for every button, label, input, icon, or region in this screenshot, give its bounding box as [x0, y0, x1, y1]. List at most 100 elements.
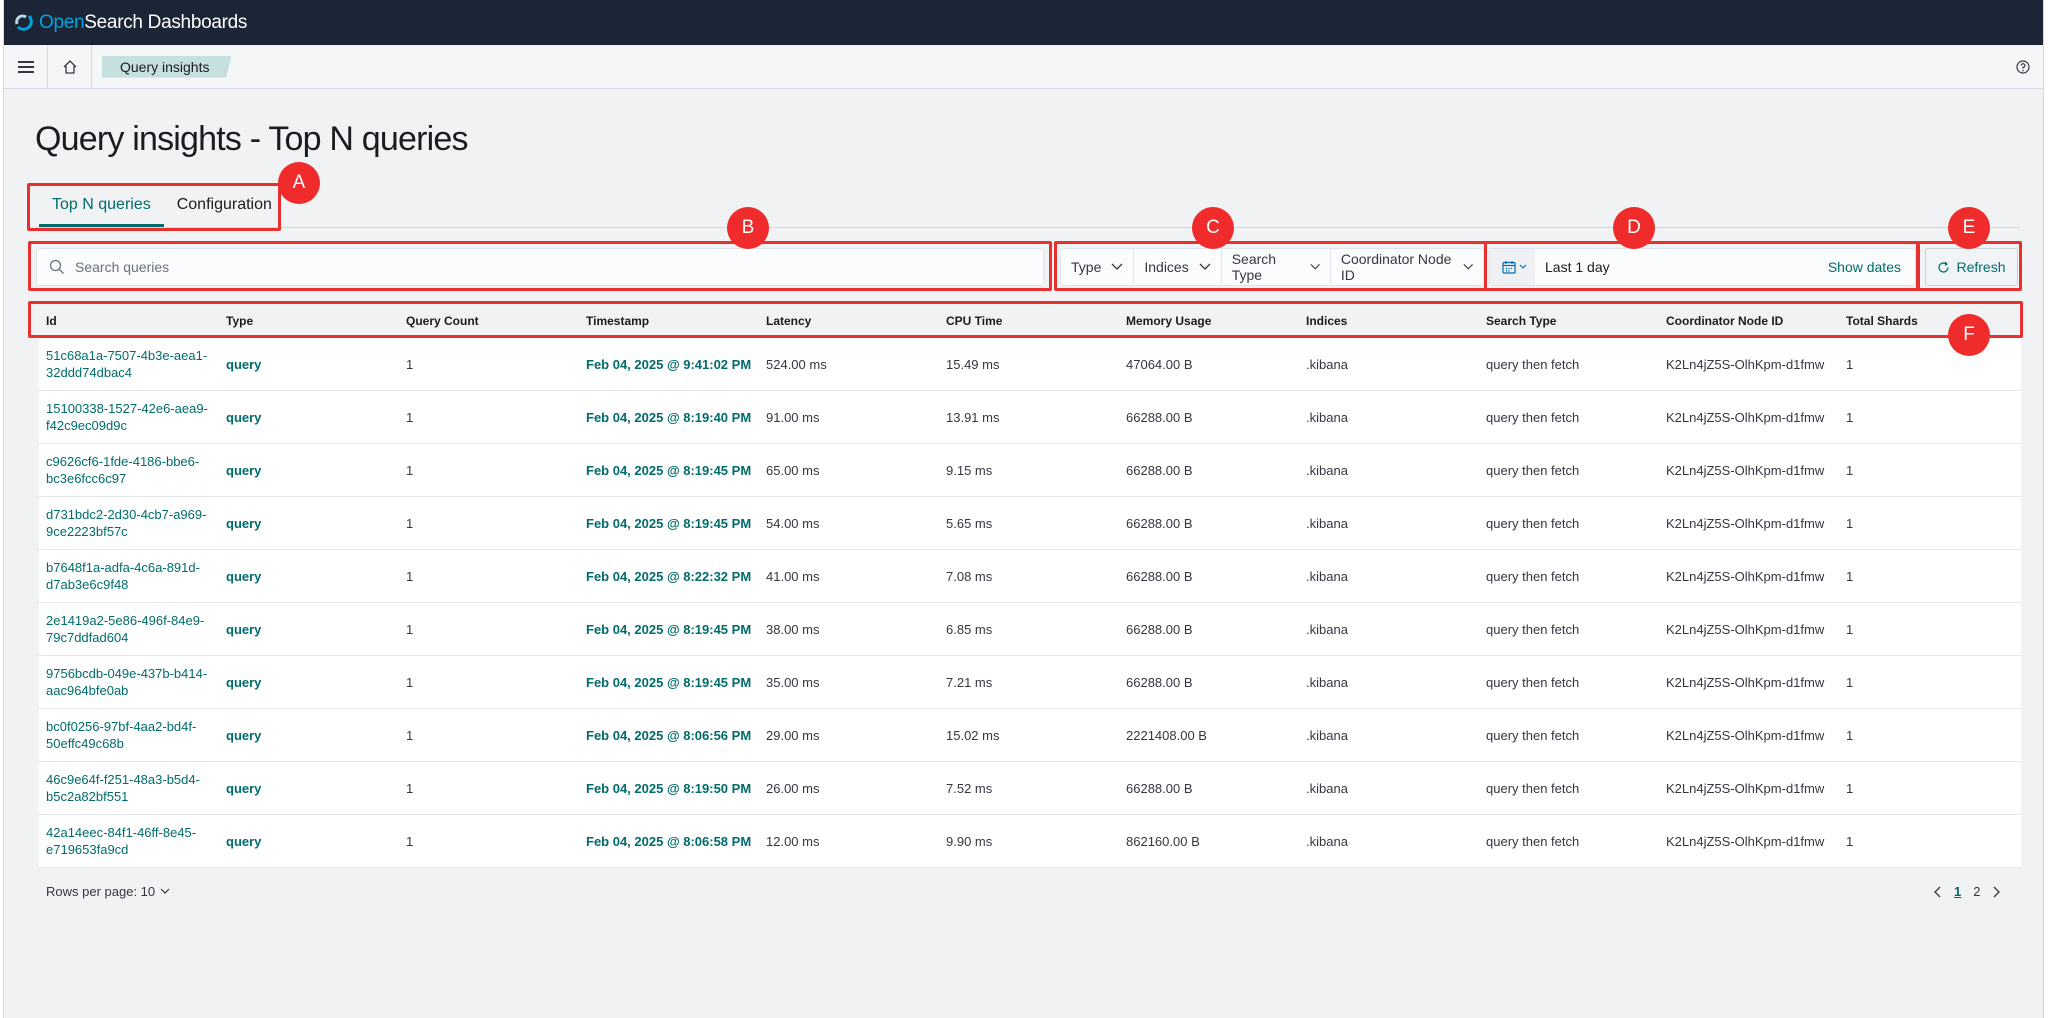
- table-row: bc0f0256-97bf-4aa2-bd4f- 50effc49c68b quer…: [39, 709, 2021, 762]
- query-id-link[interactable]: 42a14eec-84f1-46ff-8e45- e719653fa9cd: [39, 824, 219, 858]
- column-header-id[interactable]: Id: [46, 313, 57, 328]
- coordinator-node-cell: K2Ln4jZ5S-OlhKpm-d1fmw: [1666, 621, 1825, 637]
- timestamp-link[interactable]: Feb 04, 2025 @ 8:19:40 PM: [586, 409, 752, 425]
- table-body: 51c68a1a-7507-4b3e-aea1- 32ddd74dbac4 quer…: [39, 338, 2021, 868]
- indices-cell: .kibana: [1306, 356, 1348, 372]
- page-2-button[interactable]: 2: [1973, 884, 1981, 899]
- query-count-cell: 1: [406, 568, 414, 584]
- query-type-link[interactable]: query: [226, 674, 262, 690]
- column-header-coordinator-node-id[interactable]: Coordinator Node ID: [1666, 313, 1784, 328]
- query-type-link[interactable]: query: [226, 780, 262, 796]
- cpu-time-cell: 15.49 ms: [946, 356, 1000, 372]
- query-type-link[interactable]: query: [226, 568, 262, 584]
- query-type-link[interactable]: query: [226, 833, 262, 849]
- coordinator-node-cell: K2Ln4jZ5S-OlhKpm-d1fmw: [1666, 356, 1825, 372]
- query-id-link[interactable]: 9756bcdb-049e-437b-b414- aac964bfe0ab: [39, 665, 219, 699]
- annotation-box-c: [1054, 241, 1487, 291]
- show-dates-link[interactable]: Show dates: [1827, 259, 1901, 275]
- previous-page-button[interactable]: [1934, 886, 1942, 898]
- hamburger-icon: [17, 60, 34, 73]
- brand-logo-link[interactable]: OpenSearch Dashboards: [14, 12, 247, 34]
- timestamp-link[interactable]: Feb 04, 2025 @ 9:41:02 PM: [586, 356, 752, 372]
- help-button[interactable]: [2013, 57, 2033, 77]
- timestamp-link[interactable]: Feb 04, 2025 @ 8:06:56 PM: [586, 727, 752, 743]
- query-id-link[interactable]: 46c9e64f-f251-48a3-b5d4- b5c2a82bf551: [39, 771, 219, 805]
- tab-top-n-queries[interactable]: Top N queries: [39, 190, 164, 227]
- query-type-link[interactable]: query: [226, 462, 262, 478]
- indices-cell: .kibana: [1306, 409, 1348, 425]
- query-id-link[interactable]: d731bdc2-2d30-4cb7-a969- 9ce2223bf57c: [39, 506, 219, 540]
- column-header-latency[interactable]: Latency: [766, 313, 812, 328]
- table-row: c9626cf6-1fde-4186-bbe6- bc3e6fcc6c97 quer…: [39, 444, 2021, 497]
- date-range-label[interactable]: Last 1 day: [1545, 259, 1610, 275]
- total-shards-cell: 1: [1846, 462, 1854, 478]
- timestamp-link[interactable]: Feb 04, 2025 @ 8:19:45 PM: [586, 462, 752, 478]
- memory-usage-cell: 66288.00 B: [1126, 674, 1193, 690]
- query-type-link[interactable]: query: [226, 621, 262, 637]
- help-icon: [2016, 60, 2030, 74]
- indices-cell: .kibana: [1306, 727, 1348, 743]
- query-type-link[interactable]: query: [226, 356, 262, 372]
- latency-cell: 38.00 ms: [766, 621, 820, 637]
- memory-usage-cell: 66288.00 B: [1126, 568, 1193, 584]
- query-type-link[interactable]: query: [226, 515, 262, 531]
- total-shards-cell: 1: [1846, 621, 1854, 637]
- query-count-cell: 1: [406, 621, 414, 637]
- total-shards-cell: 1: [1846, 515, 1854, 531]
- memory-usage-cell: 862160.00 B: [1126, 833, 1200, 849]
- query-id-link[interactable]: bc0f0256-97bf-4aa2-bd4f- 50effc49c68b: [39, 718, 219, 752]
- timestamp-link[interactable]: Feb 04, 2025 @ 8:19:50 PM: [586, 780, 752, 796]
- search-type-cell: query then fetch: [1486, 515, 1580, 531]
- search-type-cell: query then fetch: [1486, 780, 1580, 796]
- filter-indices-button[interactable]: Indices: [1134, 249, 1222, 285]
- query-id-link[interactable]: 15100338-1527-42e6-aea9- f42c9ec09d9c: [39, 400, 219, 434]
- annotation-marker-c: C: [1192, 207, 1234, 249]
- table-row: 9756bcdb-049e-437b-b414- aac964bfe0ab quer…: [39, 656, 2021, 709]
- menu-toggle-button[interactable]: [4, 44, 48, 89]
- latency-cell: 524.00 ms: [766, 356, 827, 372]
- coordinator-node-cell: K2Ln4jZ5S-OlhKpm-d1fmw: [1666, 727, 1825, 743]
- quick-select-button[interactable]: [1490, 249, 1535, 285]
- coordinator-node-cell: K2Ln4jZ5S-OlhKpm-d1fmw: [1666, 462, 1825, 478]
- next-page-button[interactable]: [1992, 886, 2001, 898]
- timestamp-link[interactable]: Feb 04, 2025 @ 8:06:58 PM: [586, 833, 752, 849]
- page-1-button[interactable]: 1: [1954, 884, 1962, 899]
- query-id-line-1: d731bdc2-2d30-4cb7-a969-: [46, 507, 207, 522]
- query-type-link[interactable]: query: [226, 727, 262, 743]
- chevron-down-icon: [1309, 264, 1320, 270]
- query-type-link[interactable]: query: [226, 409, 262, 425]
- query-id-line-1: 46c9e64f-f251-48a3-b5d4-: [46, 772, 200, 787]
- query-id-link[interactable]: 2e1419a2-5e86-496f-84e9- 79c7ddfad604: [39, 612, 219, 646]
- timestamp-link[interactable]: Feb 04, 2025 @ 8:19:45 PM: [586, 621, 752, 637]
- cpu-time-cell: 15.02 ms: [946, 727, 1000, 743]
- home-button[interactable]: [48, 44, 92, 89]
- filter-search-type-button[interactable]: Search Type: [1222, 249, 1331, 285]
- column-header-indices[interactable]: Indices: [1306, 313, 1348, 328]
- coordinator-node-cell: K2Ln4jZ5S-OlhKpm-d1fmw: [1666, 515, 1825, 531]
- column-header-type[interactable]: Type: [226, 313, 254, 328]
- tab-configuration[interactable]: Configuration: [176, 196, 272, 213]
- column-header-query-count[interactable]: Query Count: [406, 313, 479, 328]
- filter-coordinator-node-label: Coordinator Node ID: [1340, 251, 1452, 283]
- column-header-cpu-time[interactable]: CPU Time: [946, 313, 1003, 328]
- column-header-search-type[interactable]: Search Type: [1486, 313, 1557, 328]
- indices-cell: .kibana: [1306, 462, 1348, 478]
- rows-per-page-button[interactable]: Rows per page: 10: [46, 884, 170, 899]
- timestamp-link[interactable]: Feb 04, 2025 @ 8:19:45 PM: [586, 515, 752, 531]
- column-header-total-shards[interactable]: Total Shards: [1846, 313, 1918, 328]
- filter-coordinator-node-button[interactable]: Coordinator Node ID: [1331, 249, 1483, 285]
- column-header-memory-usage[interactable]: Memory Usage: [1126, 313, 1212, 328]
- calendar-icon: [1502, 261, 1516, 274]
- search-input[interactable]: [75, 259, 975, 275]
- column-header-timestamp[interactable]: Timestamp: [586, 313, 650, 328]
- filter-type-button[interactable]: Type: [1061, 249, 1135, 285]
- timestamp-link[interactable]: Feb 04, 2025 @ 8:22:32 PM: [586, 568, 752, 584]
- query-id-link[interactable]: c9626cf6-1fde-4186-bbe6- bc3e6fcc6c97: [39, 453, 219, 487]
- cpu-time-cell: 9.90 ms: [946, 833, 993, 849]
- query-id-link[interactable]: b7648f1a-adfa-4c6a-891d-d7ab3e6c9f48: [39, 559, 219, 593]
- cpu-time-cell: 7.08 ms: [946, 568, 993, 584]
- cpu-time-cell: 9.15 ms: [946, 462, 993, 478]
- query-id-line-2: bc3e6fcc6c97: [46, 471, 127, 486]
- timestamp-link[interactable]: Feb 04, 2025 @ 8:19:45 PM: [586, 674, 752, 690]
- query-id-link[interactable]: 51c68a1a-7507-4b3e-aea1- 32ddd74dbac4: [39, 347, 219, 381]
